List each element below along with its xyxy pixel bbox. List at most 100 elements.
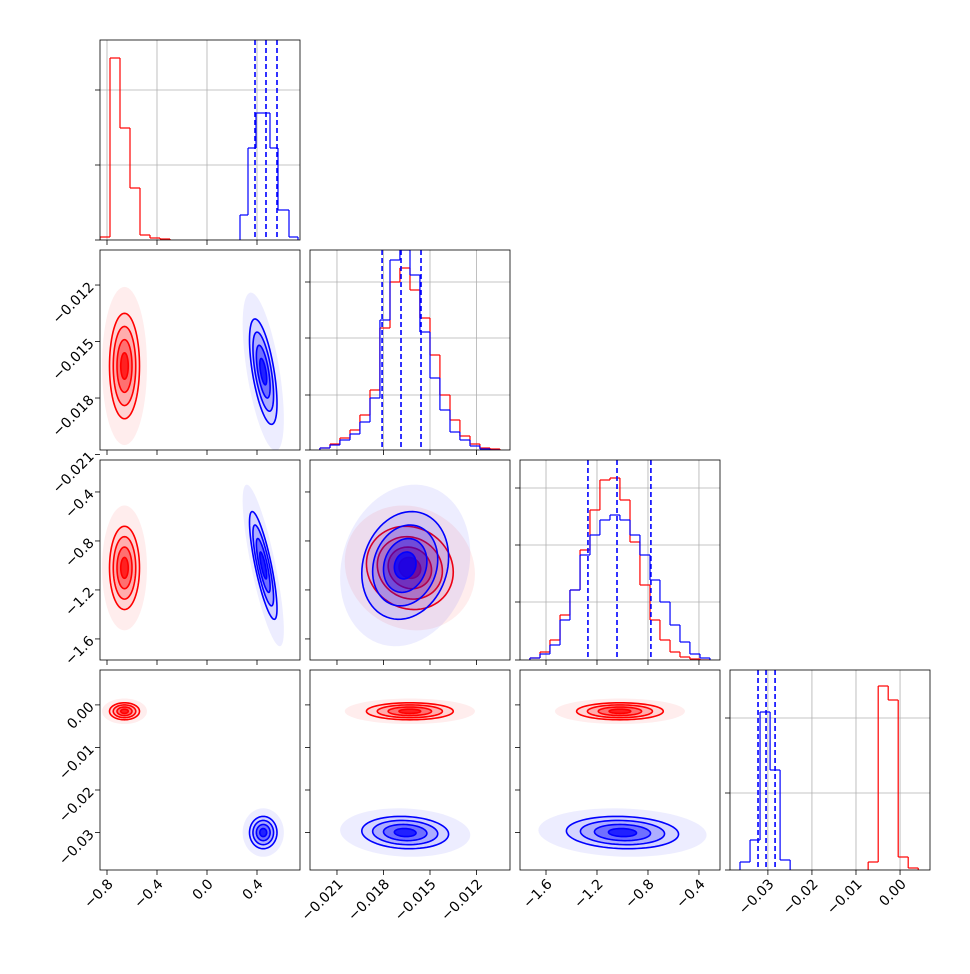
y-tick-label: 0.00 [64, 699, 97, 732]
x-tick-label: 0.4 [240, 876, 267, 903]
x-tick-label: −0.015 [392, 876, 440, 924]
panel [102, 286, 284, 450]
x-tick-label: −0.018 [345, 876, 393, 924]
contour [597, 706, 643, 717]
contour [376, 704, 444, 719]
x-tick-label: −0.4 [673, 876, 708, 911]
contour [387, 546, 433, 590]
contour [365, 525, 455, 611]
panel [100, 40, 300, 240]
contour [393, 551, 417, 580]
panel-frame [99, 39, 301, 241]
x-tick-label: −0.012 [438, 876, 486, 924]
contour [579, 819, 666, 846]
hist-riser [739, 712, 791, 870]
contour [382, 823, 428, 842]
density-fill [259, 358, 267, 385]
y-tick-label: −0.021 [50, 449, 98, 497]
contour [252, 819, 275, 846]
x-tick-label: −0.4 [131, 876, 166, 911]
x-tick-label: −1.2 [571, 876, 606, 911]
contour [119, 708, 130, 715]
x-tick-label: −0.03 [736, 876, 778, 918]
contour [108, 312, 141, 420]
density-fill [608, 828, 637, 837]
panel-frame [519, 669, 721, 871]
x-tick-label: −1.6 [520, 876, 555, 911]
contour [259, 357, 268, 386]
density-fill [394, 828, 417, 837]
contour [371, 819, 439, 846]
contour [371, 524, 439, 607]
panel-frame [729, 669, 931, 871]
x-tick-label: −0.02 [780, 876, 822, 918]
contour [259, 551, 268, 580]
panel-frame [519, 459, 721, 661]
x-tick-label: −0.8 [622, 876, 657, 911]
contour [112, 535, 137, 600]
contour [575, 701, 665, 721]
density-fill [394, 551, 417, 579]
contour [255, 344, 271, 399]
contour [376, 535, 444, 600]
contour [255, 823, 271, 842]
density-fill [259, 551, 267, 579]
contour [252, 331, 275, 412]
contour [248, 318, 278, 426]
contour [259, 827, 268, 838]
x-tick-label: −0.021 [299, 876, 347, 924]
contour [387, 706, 433, 717]
contour [565, 815, 680, 850]
hist-riser [529, 478, 701, 660]
y-tick-label: −0.018 [50, 392, 98, 440]
contour [608, 708, 632, 715]
density-fill [120, 352, 129, 380]
contour [248, 815, 278, 850]
contour [119, 352, 130, 380]
y-tick-label: −0.02 [56, 784, 98, 826]
density-fill [120, 557, 129, 579]
contour [116, 338, 133, 394]
panel-frame [99, 249, 301, 451]
panel [538, 698, 707, 857]
contour [248, 510, 278, 621]
panel [520, 460, 720, 660]
panel-frame [99, 459, 301, 661]
panel-frame [309, 249, 511, 451]
hist-riser [529, 515, 711, 660]
contour [108, 525, 141, 611]
panel [340, 698, 475, 857]
contour [119, 556, 130, 580]
contour [360, 815, 450, 850]
hist-riser [100, 58, 171, 240]
contour [382, 537, 428, 594]
panel [340, 484, 475, 647]
contour [255, 537, 271, 594]
hist-riser [319, 268, 501, 450]
contour [360, 510, 450, 621]
contour [116, 706, 133, 717]
x-tick-label: 0.0 [190, 876, 217, 903]
y-tick-label: −1.6 [62, 633, 97, 668]
panel-frame [99, 669, 301, 871]
contour [116, 546, 133, 590]
y-tick-label: −0.01 [56, 742, 98, 784]
hist-riser [239, 113, 299, 240]
y-tick-label: −1.2 [62, 584, 97, 619]
y-tick-label: −0.015 [50, 336, 98, 384]
x-tick-label: −0.01 [824, 876, 866, 918]
y-tick-label: −0.8 [62, 535, 97, 570]
contour [393, 827, 417, 838]
contour [108, 701, 141, 721]
y-tick-label: −0.012 [50, 279, 98, 327]
y-tick-label: −0.4 [62, 486, 97, 521]
x-tick-label: 0.00 [876, 876, 909, 909]
panel [730, 670, 930, 870]
contour [586, 704, 654, 719]
contour [365, 701, 455, 721]
contour [112, 325, 137, 407]
contour [112, 704, 137, 719]
density-fill [259, 828, 267, 837]
contour [398, 708, 422, 715]
